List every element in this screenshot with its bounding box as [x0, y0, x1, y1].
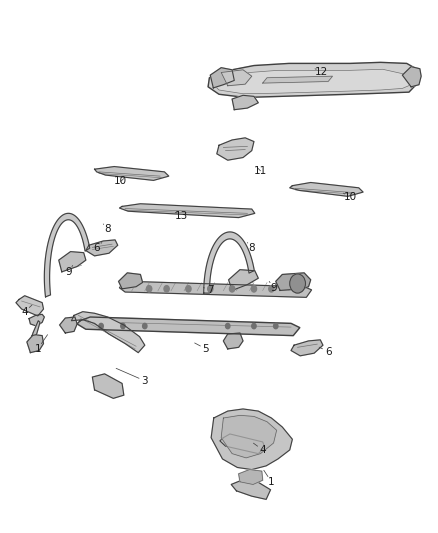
Circle shape: [252, 324, 256, 329]
Circle shape: [226, 324, 230, 329]
Circle shape: [208, 286, 213, 292]
Polygon shape: [204, 232, 254, 293]
Polygon shape: [217, 138, 254, 160]
Polygon shape: [16, 296, 43, 316]
Text: 12: 12: [315, 68, 328, 77]
Polygon shape: [208, 62, 420, 98]
Polygon shape: [27, 335, 43, 353]
Text: 11: 11: [254, 166, 267, 176]
Text: 10: 10: [343, 192, 357, 203]
Circle shape: [274, 324, 278, 329]
Polygon shape: [59, 252, 86, 272]
Polygon shape: [92, 374, 124, 398]
Text: 5: 5: [203, 344, 209, 354]
Polygon shape: [86, 240, 118, 256]
Text: 3: 3: [141, 376, 148, 386]
Text: 9: 9: [65, 267, 72, 277]
Polygon shape: [120, 204, 255, 217]
Polygon shape: [221, 70, 252, 86]
Text: 8: 8: [248, 243, 255, 253]
Text: 4: 4: [21, 306, 28, 317]
Text: 6: 6: [325, 346, 332, 357]
Circle shape: [147, 286, 152, 292]
Polygon shape: [239, 470, 263, 484]
Polygon shape: [120, 281, 311, 297]
Text: 13: 13: [175, 211, 188, 221]
Text: 10: 10: [114, 176, 127, 187]
Circle shape: [143, 324, 147, 329]
Polygon shape: [290, 182, 363, 196]
Polygon shape: [210, 68, 234, 88]
Text: 9: 9: [270, 283, 277, 293]
Polygon shape: [95, 166, 169, 180]
Text: 1: 1: [268, 477, 275, 487]
Polygon shape: [77, 317, 300, 336]
Text: 1: 1: [35, 344, 41, 354]
Polygon shape: [220, 434, 265, 454]
Polygon shape: [223, 333, 243, 349]
Polygon shape: [211, 409, 292, 470]
Circle shape: [230, 286, 235, 292]
Circle shape: [186, 286, 191, 292]
Circle shape: [164, 286, 169, 292]
Polygon shape: [221, 415, 277, 458]
Polygon shape: [32, 321, 40, 336]
Polygon shape: [71, 312, 145, 353]
Polygon shape: [263, 76, 332, 83]
Text: 8: 8: [104, 224, 111, 235]
Polygon shape: [119, 273, 143, 289]
Circle shape: [121, 324, 125, 329]
Circle shape: [99, 324, 103, 329]
Polygon shape: [232, 95, 258, 110]
Polygon shape: [231, 480, 271, 499]
Polygon shape: [215, 69, 413, 94]
Circle shape: [290, 274, 305, 293]
Polygon shape: [229, 270, 258, 290]
Polygon shape: [44, 213, 90, 297]
Polygon shape: [403, 67, 421, 87]
Circle shape: [269, 286, 274, 292]
Polygon shape: [29, 314, 44, 326]
Text: 7: 7: [207, 286, 214, 295]
Text: 4: 4: [259, 445, 266, 455]
Circle shape: [251, 286, 257, 292]
Text: 6: 6: [93, 243, 100, 253]
Polygon shape: [276, 273, 311, 290]
Polygon shape: [291, 340, 323, 356]
Polygon shape: [60, 317, 77, 333]
